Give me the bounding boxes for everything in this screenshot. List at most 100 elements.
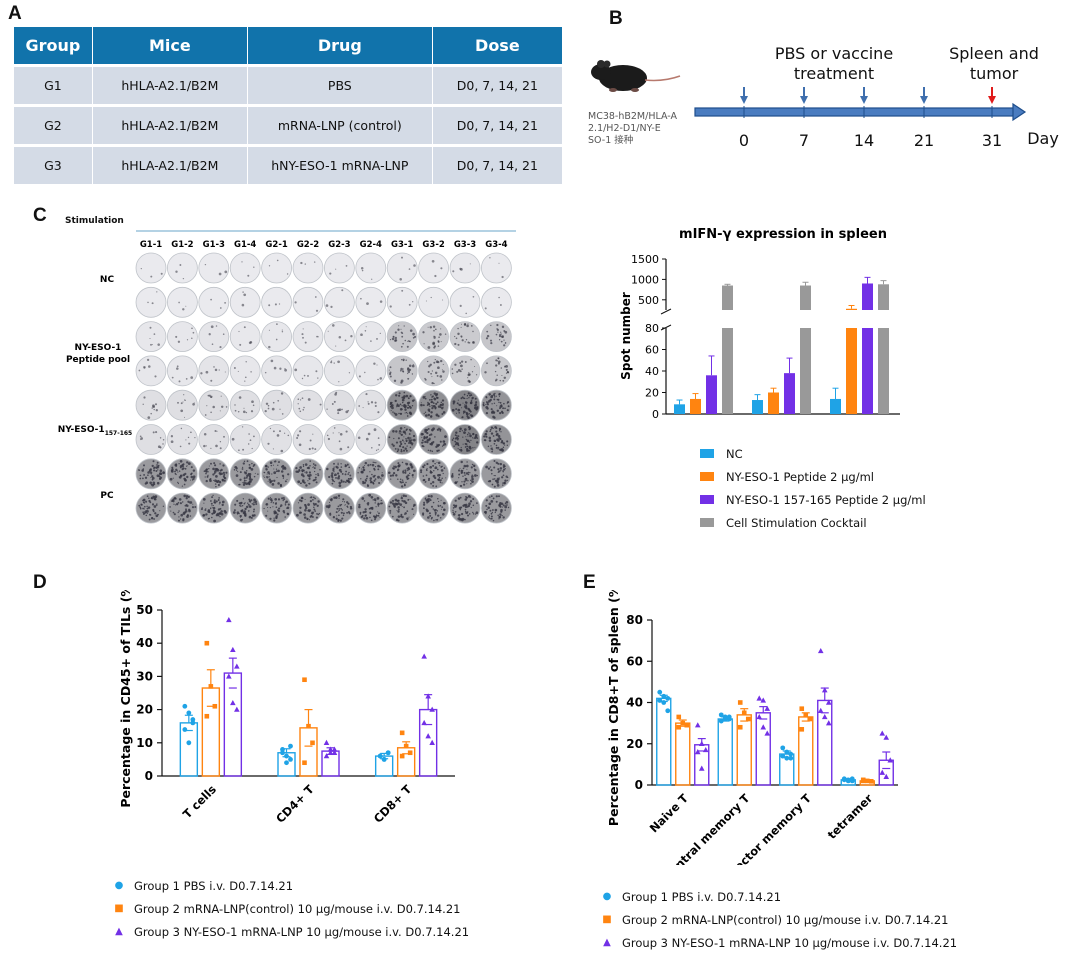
elispot-spot (327, 505, 331, 509)
elispot-spot (280, 449, 284, 453)
elispot-well (323, 286, 355, 318)
elispot-spot (182, 473, 186, 477)
day-label: 7 (799, 131, 809, 150)
elispot-spot (490, 432, 494, 435)
elispot-spot (265, 514, 268, 517)
elispot-spot (156, 465, 160, 469)
elispot-spot (440, 508, 442, 510)
elispot-spot (221, 479, 225, 482)
elispot-spot (243, 479, 246, 482)
elispot-spot (338, 509, 340, 512)
elispot-spot (253, 498, 256, 502)
elispot-spot (423, 441, 425, 443)
elispot-spot (284, 516, 286, 518)
elispot-spot (300, 399, 302, 401)
panel-letter-c: C (33, 205, 47, 226)
elispot-spot (464, 518, 466, 521)
elispot-spot (203, 444, 206, 448)
elispot-spot (409, 329, 413, 332)
elispot-spot (242, 291, 244, 293)
elispot-spot (496, 438, 499, 441)
elispot-spot (371, 463, 375, 467)
elispot-spot (490, 447, 493, 450)
y-tick-label: 0 (145, 769, 153, 783)
plate-column-label: G3-3 (454, 240, 476, 250)
elispot-spot (400, 367, 403, 371)
elispot-spot (389, 405, 392, 408)
elispot-spot (367, 401, 369, 403)
elispot-spot (466, 445, 469, 448)
elispot-spot (337, 360, 340, 364)
elispot-spot (309, 460, 312, 462)
elispot-well (449, 321, 481, 353)
elispot-spot (476, 502, 478, 504)
data-point (212, 703, 218, 709)
elispot-spot (238, 513, 240, 515)
elispot-spot (463, 471, 466, 474)
elispot-spot (358, 375, 361, 378)
y-tick-label: 80 (645, 322, 659, 335)
elispot-spot (250, 371, 252, 373)
data-point (421, 719, 427, 726)
elispot-spot (287, 434, 290, 437)
elispot-spot (392, 444, 395, 447)
elispot-spot (179, 445, 182, 448)
legend-item: ▲ Group 3 NY-ESO-1 mRNA-LNP 10 μg/mouse i… (110, 920, 469, 943)
elispot-spot (156, 291, 158, 293)
elispot-spot (443, 467, 446, 469)
data-point (879, 769, 886, 775)
elispot-spot (237, 471, 239, 473)
elispot-spot (212, 405, 215, 409)
elispot-spot (303, 374, 306, 377)
data-point (784, 755, 790, 761)
elispot-spot (439, 403, 442, 406)
elispot-spot (437, 504, 439, 506)
elispot-spot (233, 367, 236, 369)
elispot-spot (424, 481, 427, 483)
elispot-spot (462, 443, 464, 445)
elispot-spot (388, 471, 391, 474)
elispot-spot (441, 445, 444, 447)
elispot-spot (493, 402, 496, 405)
bar-upper (722, 285, 733, 310)
elispot-spot (218, 501, 221, 504)
elispot-spot (219, 447, 222, 450)
elispot-spot (498, 395, 500, 398)
elispot-spot (274, 497, 278, 501)
elispot-spot (462, 402, 464, 404)
elispot-spot (363, 481, 367, 484)
elispot-well (261, 355, 293, 387)
bar-upper (846, 308, 857, 310)
elispot-spot (497, 468, 500, 471)
elispot-spot (430, 495, 433, 498)
elispot-spot (394, 498, 398, 502)
elispot-spot (302, 463, 305, 466)
elispot-spot (405, 481, 407, 484)
elispot-well (292, 252, 324, 284)
data-point (817, 707, 824, 713)
elispot-spot (236, 511, 240, 515)
elispot-spot (474, 435, 478, 439)
elispot-spot (496, 477, 500, 481)
elispot-spot (407, 469, 409, 472)
elispot-spot (407, 498, 409, 500)
legend-item: NC (700, 442, 926, 465)
elispot-spot (427, 360, 429, 363)
elispot-spot (468, 412, 470, 415)
elispot-spot (430, 398, 433, 401)
elispot-spot (275, 470, 278, 473)
elispot-spot (374, 404, 377, 408)
legend-item: NY-ESO-1 Peptide 2 μg/ml (700, 465, 926, 488)
elispot-spot (431, 405, 433, 407)
y-tick-label: 50 (136, 603, 153, 617)
plate-column-label: G2-4 (360, 240, 382, 250)
bar-upper (878, 284, 889, 310)
elispot-spot (304, 506, 308, 510)
elispot-spot (507, 476, 509, 479)
elispot-well (480, 321, 512, 353)
elispot-spot (486, 403, 489, 406)
elispot-spot (192, 402, 195, 406)
elispot-spot (349, 477, 352, 480)
elispot-spot (388, 436, 391, 439)
elispot-spot (210, 379, 213, 382)
